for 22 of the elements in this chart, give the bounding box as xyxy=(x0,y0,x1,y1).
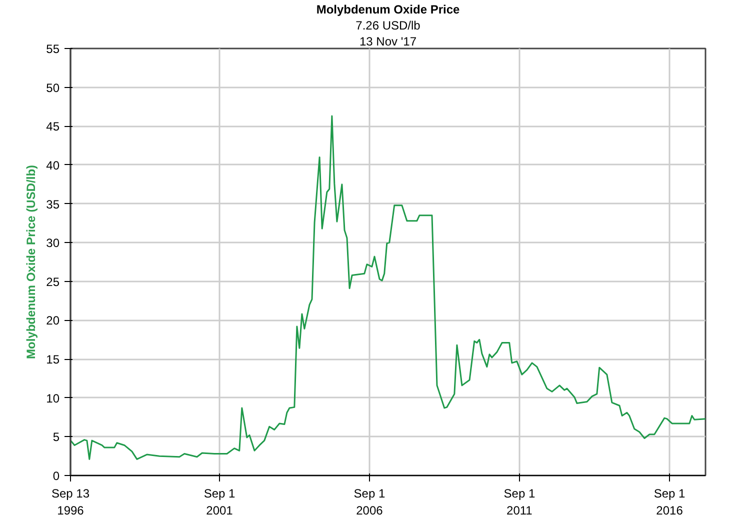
y-tick-label: 10 xyxy=(46,391,60,406)
x-tick-label: Sep 1 2001 xyxy=(204,486,236,518)
y-axis-title: Molybdenum Oxide Price (USD/lb) xyxy=(24,164,38,360)
y-tick-label: 45 xyxy=(46,120,60,134)
y-tick-label: 30 xyxy=(46,236,60,250)
text: 13 Nov '17 xyxy=(360,34,417,48)
x-tick-label: Sep 1 2011 xyxy=(504,486,536,518)
y-tick-label: 50 xyxy=(46,80,60,95)
y-tick-label: 0 xyxy=(52,469,60,483)
x-tick-label: Sep 1 2006 xyxy=(354,486,386,518)
y-tick-label: 40 xyxy=(46,158,60,172)
y-tick-label: 35 xyxy=(46,197,60,212)
y-tick-label: 15 xyxy=(46,352,60,367)
line-series xyxy=(70,115,706,460)
x-tick-label: Sep 13 1996 xyxy=(51,486,90,518)
y-tick-label: 55 xyxy=(46,42,60,56)
y-tick-label: 20 xyxy=(46,314,60,328)
chart-title: Molybdenum Oxide Price xyxy=(316,2,460,16)
y-tick-label: 5 xyxy=(52,430,60,444)
y-tick-label: 25 xyxy=(46,274,60,289)
x-tick-label: Sep 1 2016 xyxy=(654,486,686,518)
chart-subtitle: 7.26 USD/lb xyxy=(356,18,421,32)
